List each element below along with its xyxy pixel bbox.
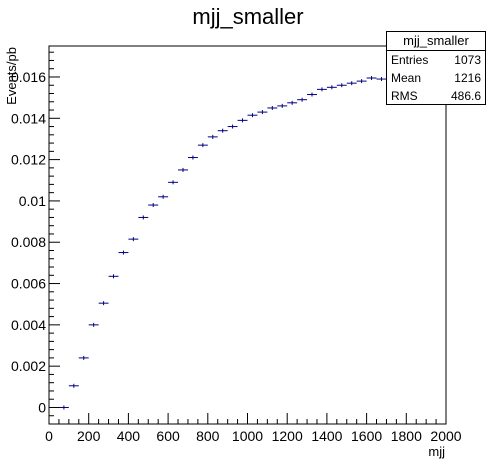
x-tick-label: 1200 [272, 428, 303, 444]
data-points [58, 76, 387, 410]
stats-label: RMS [391, 89, 418, 103]
x-tick-label: 200 [77, 428, 101, 444]
y-tick-label: 0.012 [11, 152, 46, 168]
x-axis: 0 200 400 600 800 1000 1200 1400 1600 1800 2000 [45, 413, 462, 444]
data-point [336, 83, 347, 88]
x-tick-label: 2000 [430, 428, 461, 444]
data-point [267, 105, 278, 110]
stats-box: mjj_smaller Entries 1073 Mean 1216 RMS 4… [386, 31, 486, 105]
data-point [207, 134, 218, 139]
data-point [366, 76, 377, 81]
data-point [297, 97, 308, 102]
data-point [128, 237, 139, 242]
data-point [78, 355, 89, 360]
data-point [316, 87, 327, 92]
data-point [88, 322, 99, 327]
x-tick-label: 0 [45, 428, 53, 444]
x-tick-label: 600 [156, 428, 180, 444]
stats-title: mjj_smaller [387, 32, 485, 51]
y-tick-label: 0.016 [11, 69, 46, 85]
stats-value: 1073 [454, 53, 481, 67]
data-point [247, 113, 258, 118]
x-tick-label: 1600 [351, 428, 382, 444]
data-point [168, 180, 179, 185]
x-tick-label: 1800 [391, 428, 422, 444]
data-point [326, 85, 337, 90]
data-point [307, 92, 317, 97]
data-point [178, 167, 188, 172]
data-point [197, 143, 208, 148]
data-point [227, 124, 238, 129]
y-tick-label: 0.002 [11, 358, 46, 374]
stats-label: Entries [391, 53, 429, 67]
y-tick-label: 0.01 [19, 193, 46, 209]
data-point [287, 100, 298, 105]
data-point [158, 194, 169, 199]
data-point [346, 81, 357, 86]
y-tick-label: 0.014 [11, 110, 46, 126]
x-tick-label: 400 [117, 428, 141, 444]
data-point [356, 79, 367, 84]
data-point [58, 405, 69, 410]
chart-title: mjj_smaller [192, 4, 303, 29]
x-tick-label: 1000 [232, 428, 263, 444]
data-point [118, 250, 129, 255]
y-axis-label: Events/pb [4, 47, 19, 105]
y-tick-label: 0.006 [11, 276, 46, 292]
data-point [237, 118, 248, 123]
data-point [98, 301, 109, 306]
x-tick-label: 800 [196, 428, 220, 444]
stats-row-rms: RMS 486.6 [387, 87, 485, 105]
data-point [108, 274, 119, 279]
data-point [148, 203, 159, 208]
data-point [68, 383, 79, 388]
data-point [277, 103, 288, 108]
x-axis-label: mjj [428, 444, 445, 459]
stats-row-entries: Entries 1073 [387, 51, 485, 69]
stats-label: Mean [391, 71, 422, 85]
y-tick-label: 0.008 [11, 234, 46, 250]
data-point [217, 128, 228, 133]
stats-value: 1216 [454, 71, 481, 85]
data-point [376, 77, 387, 82]
data-point [257, 110, 268, 115]
y-tick-label: 0.004 [11, 317, 46, 333]
stats-value: 486.6 [450, 89, 481, 103]
data-point [138, 215, 149, 220]
stats-row-mean: Mean 1216 [387, 69, 485, 87]
y-tick-label: 0 [38, 399, 46, 415]
data-point [187, 155, 198, 160]
y-axis: 0 0.002 0.004 0.006 0.008 0.01 0.012 0.014 0.016 [11, 51, 60, 425]
x-tick-label: 1400 [311, 428, 342, 444]
